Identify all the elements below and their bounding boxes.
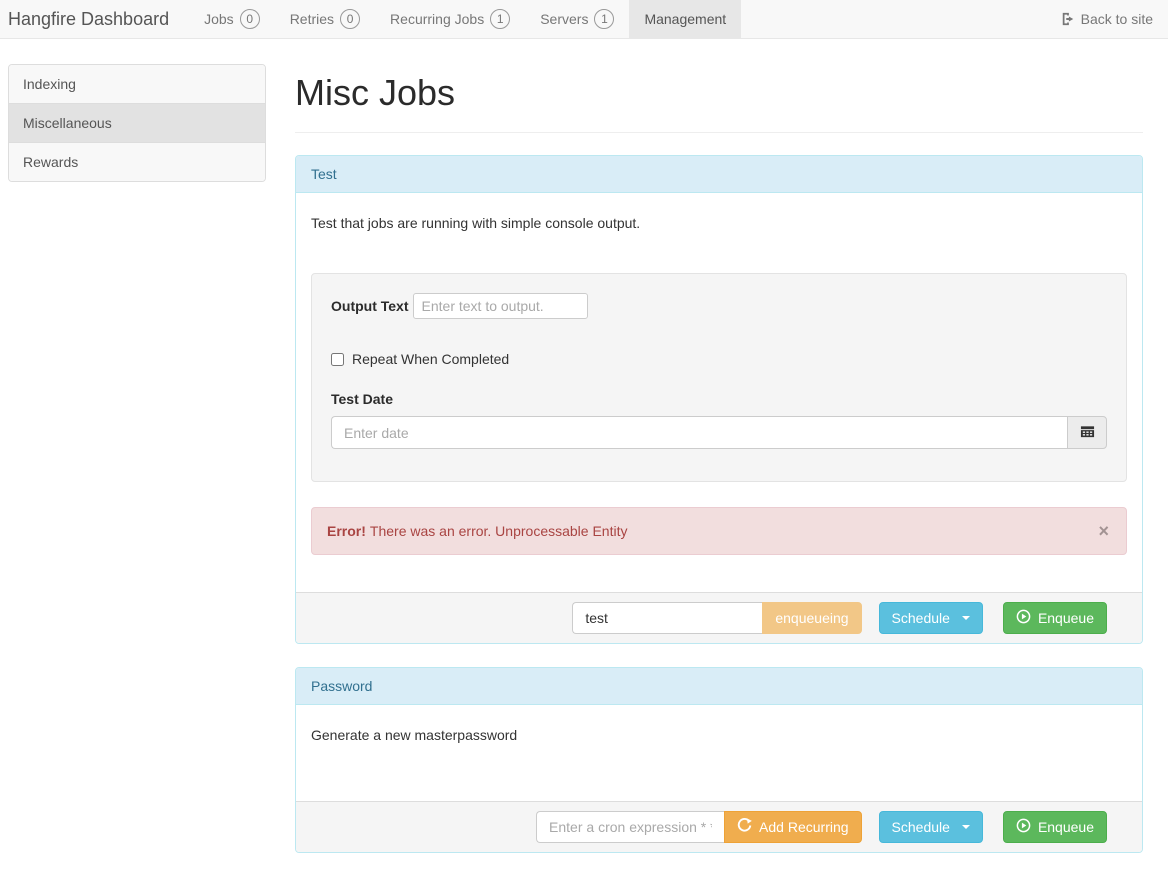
- recurring-jobs-count-badge: 1: [490, 9, 511, 29]
- play-circle-icon: [1016, 818, 1031, 836]
- sidebar-list: Indexing Miscellaneous Rewards: [8, 64, 266, 182]
- test-date-label: Test Date: [331, 391, 393, 407]
- title-divider: [295, 132, 1143, 133]
- nav-item-retries[interactable]: Retries 0: [275, 0, 375, 38]
- repeat-when-completed-checkbox[interactable]: [331, 352, 344, 366]
- error-alert: Error! There was an error. Unprocessable…: [311, 507, 1127, 555]
- add-recurring-button[interactable]: Add Recurring: [724, 811, 862, 843]
- test-panel-description: Test that jobs are running with simple c…: [311, 215, 641, 231]
- servers-count-badge: 1: [594, 9, 615, 29]
- test-panel-body: Test that jobs are running with simple c…: [296, 193, 1142, 592]
- error-alert-title: Error!: [327, 523, 366, 539]
- repeat-when-completed-label: Repeat When Completed: [352, 351, 510, 367]
- nav-item-label: Jobs: [204, 11, 234, 27]
- enqueue-label: Enqueue: [1037, 610, 1094, 626]
- jobs-count-badge: 0: [239, 9, 260, 29]
- sidebar-item-rewards[interactable]: Rewards: [9, 143, 265, 181]
- password-panel-body: Generate a new masterpassword: [296, 705, 1142, 801]
- main-content: Misc Jobs Test Test that jobs are runnin…: [295, 64, 1143, 876]
- test-date-input[interactable]: [331, 416, 1067, 449]
- password-panel-footer: Add Recurring Schedule Enqueue: [296, 801, 1142, 852]
- password-job-panel: Password Generate a new masterpassword: [295, 667, 1143, 853]
- nav-item-label: Servers: [540, 11, 589, 27]
- nav-item-label: Recurring Jobs: [390, 11, 485, 27]
- back-to-site-link[interactable]: Back to site: [1046, 0, 1168, 38]
- test-panel-footer: enqueueing Schedule Enqueue: [296, 592, 1142, 643]
- queue-name-input[interactable]: [572, 602, 763, 634]
- test-panel-title: Test: [311, 166, 337, 182]
- test-job-panel: Test Test that jobs are running with sim…: [295, 155, 1143, 644]
- password-panel-title: Password: [311, 678, 373, 694]
- caret-down-icon: [961, 616, 970, 620]
- add-recurring-label: Add Recurring: [759, 819, 849, 835]
- retries-count-badge: 0: [340, 9, 361, 29]
- cron-input-group: Add Recurring: [536, 811, 862, 843]
- test-date-group: [331, 416, 1107, 449]
- schedule-label: Schedule: [891, 610, 950, 626]
- schedule-dropdown-button[interactable]: Schedule: [878, 602, 983, 634]
- output-text-input[interactable]: [412, 293, 588, 319]
- calendar-icon: [1080, 424, 1095, 442]
- management-sidebar: Indexing Miscellaneous Rewards: [8, 64, 266, 876]
- nav-item-label: Retries: [289, 11, 335, 27]
- test-job-form: Output Text Repeat When Completed Test D…: [311, 273, 1127, 482]
- password-panel-description: Generate a new masterpassword: [311, 727, 518, 743]
- enqueue-button[interactable]: Enqueue: [1002, 811, 1107, 843]
- close-icon[interactable]: ×: [1098, 521, 1109, 541]
- nav-item-recurring-jobs[interactable]: Recurring Jobs 1: [375, 0, 525, 38]
- page-title: Misc Jobs: [295, 72, 456, 113]
- output-text-label: Output Text: [331, 298, 409, 314]
- brand-link[interactable]: Hangfire Dashboard: [8, 8, 170, 29]
- test-panel-header: Test: [296, 156, 1142, 193]
- queue-input-group: enqueueing: [572, 602, 862, 634]
- queue-status-addon: enqueueing: [762, 602, 862, 634]
- sidebar-item-miscellaneous[interactable]: Miscellaneous: [9, 104, 265, 143]
- repeat-icon: [737, 818, 752, 836]
- nav-item-label: Management: [644, 11, 727, 27]
- repeat-when-completed-row: Repeat When Completed: [331, 351, 1107, 367]
- schedule-label: Schedule: [891, 819, 950, 835]
- caret-down-icon: [961, 825, 970, 829]
- enqueue-button[interactable]: Enqueue: [1002, 602, 1107, 634]
- log-out-icon: [1061, 12, 1075, 26]
- nav-item-management[interactable]: Management: [629, 0, 742, 38]
- password-panel-header: Password: [296, 668, 1142, 705]
- output-text-row: Output Text: [331, 293, 1107, 319]
- play-circle-icon: [1016, 609, 1031, 627]
- back-to-site-label: Back to site: [1080, 11, 1153, 27]
- cron-expression-input[interactable]: [536, 811, 725, 843]
- nav-item-servers[interactable]: Servers 1: [525, 0, 629, 38]
- date-picker-button[interactable]: [1067, 416, 1107, 449]
- enqueue-label: Enqueue: [1037, 819, 1094, 835]
- page-container: Indexing Miscellaneous Rewards Misc Jobs…: [0, 39, 1168, 896]
- nav-item-jobs[interactable]: Jobs 0: [189, 0, 275, 38]
- schedule-dropdown-button[interactable]: Schedule: [878, 811, 983, 843]
- sidebar-item-indexing[interactable]: Indexing: [9, 65, 265, 104]
- error-alert-message: There was an error. Unprocessable Entity: [369, 523, 628, 539]
- top-navbar: Hangfire Dashboard Jobs 0 Retries 0 Recu…: [0, 0, 1168, 39]
